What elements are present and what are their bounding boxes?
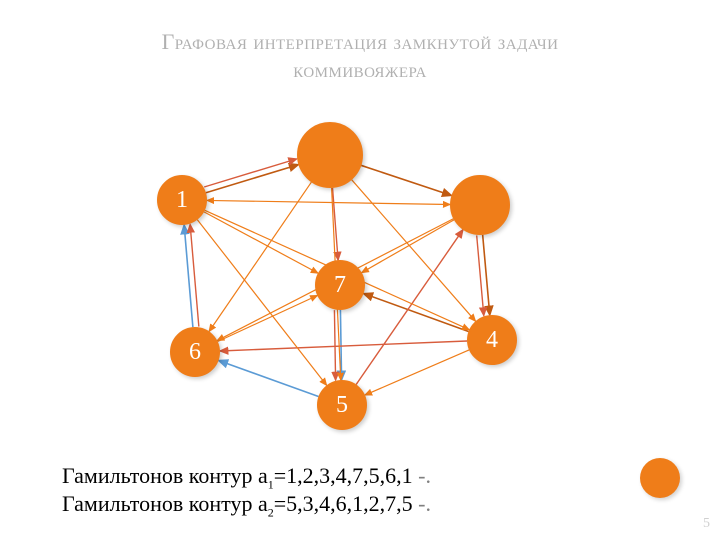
edge xyxy=(361,165,451,195)
edge xyxy=(218,295,318,341)
edge xyxy=(483,235,490,315)
edge xyxy=(207,200,450,204)
edge xyxy=(204,159,297,187)
caption1-dash: -. xyxy=(418,463,431,488)
edge xyxy=(334,310,335,380)
graph-node-1: 1 xyxy=(157,175,207,225)
caption1-prefix: Гамильтонов контур а xyxy=(62,463,268,488)
graph-node-3 xyxy=(450,175,510,235)
edge xyxy=(356,230,463,385)
edge xyxy=(219,360,319,396)
caption1-value: =1,2,3,4,7,5,6,1 xyxy=(274,463,418,488)
graph-node-7: 7 xyxy=(315,260,365,310)
caption2-prefix: Гамильтонов контур а xyxy=(62,491,268,516)
page-number: 5 xyxy=(703,516,710,532)
edge xyxy=(204,212,318,273)
title-line-1: Графовая интерпретация замкнутой задачи xyxy=(162,29,559,54)
title-line-2: коммивояжера xyxy=(293,57,427,82)
graph-node-2 xyxy=(297,122,363,188)
edge xyxy=(365,350,469,395)
hamiltonian-caption-1: Гамильтонов контур а1=1,2,3,4,7,5,6,1 -. xyxy=(62,463,431,492)
decorative-orb xyxy=(640,458,680,498)
slide-title: Графовая интерпретация замкнутой задачи … xyxy=(0,0,720,83)
edge xyxy=(209,182,311,331)
graph-diagram: 1 4 5 6 7 xyxy=(0,90,720,440)
edge xyxy=(220,341,467,351)
edge xyxy=(206,165,299,193)
caption2-dash: -. xyxy=(418,491,431,516)
hamiltonian-caption-2: Гамильтонов контур а2=5,3,4,6,1,2,7,5 -. xyxy=(62,491,431,520)
edge xyxy=(362,220,454,273)
edge xyxy=(477,235,484,315)
graph-node-6: 6 xyxy=(170,327,220,377)
caption2-value: =5,3,4,6,1,2,7,5 xyxy=(274,491,418,516)
edge xyxy=(364,294,469,332)
graph-node-5: 5 xyxy=(317,380,367,430)
graph-node-4: 4 xyxy=(467,315,517,365)
